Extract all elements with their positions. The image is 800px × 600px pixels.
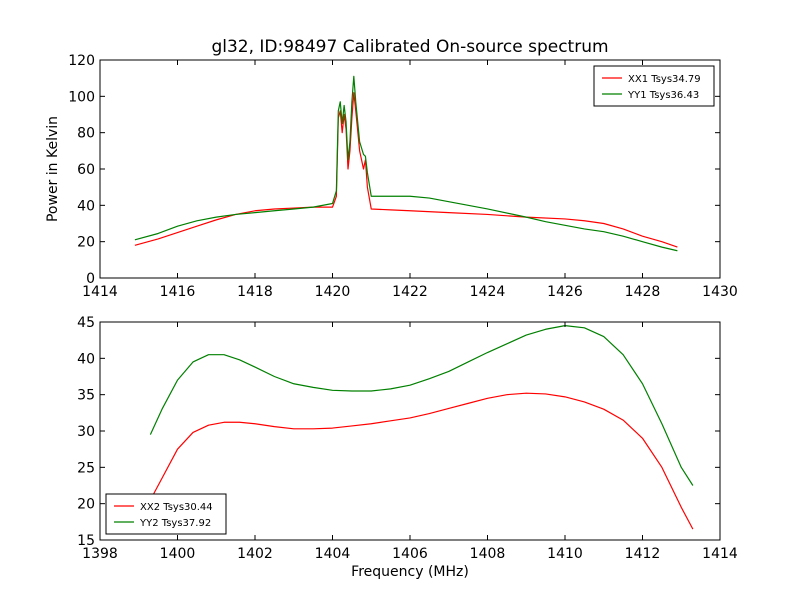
- y-tick-label: 100: [68, 89, 95, 105]
- y-tick-label: 0: [86, 271, 95, 287]
- y-tick-label: 40: [77, 351, 95, 367]
- x-tick-label: 1414: [702, 546, 738, 562]
- y-tick-label: 40: [77, 198, 95, 214]
- series-line-1: [134, 92, 678, 248]
- series-line-2: [149, 325, 694, 486]
- y-tick-label: 45: [77, 315, 95, 331]
- legend-label: XX2 Tsys30.44: [140, 502, 213, 513]
- y-tick-label: 60: [77, 162, 95, 178]
- x-tick-label: 1412: [625, 546, 661, 562]
- x-tick-label: 1418: [237, 284, 273, 300]
- x-tick-label: 1420: [315, 284, 351, 300]
- legend: XX2 Tsys30.44 YY2 Tsys37.92: [105, 493, 227, 535]
- legend-box: [105, 493, 227, 535]
- x-tick-label: 1404: [315, 546, 351, 562]
- x-tick-label: 1414: [82, 284, 118, 300]
- y-tick-label: 20: [77, 497, 95, 513]
- series-line-1: [149, 392, 694, 530]
- x-tick-label: 1408: [470, 546, 506, 562]
- x-tick-label: 1398: [82, 546, 118, 562]
- series-line-2: [134, 75, 678, 252]
- x-tick-label: 1424: [470, 284, 506, 300]
- legend-label: YY1 Tsys36.43: [627, 90, 699, 101]
- x-tick-label: 1410: [547, 546, 583, 562]
- legend-label: XX1 Tsys34.79: [628, 74, 701, 85]
- x-tick-label: 1400: [160, 546, 196, 562]
- chart-title: gl32, ID:98497 Calibrated On-source spec…: [211, 37, 608, 57]
- legend-box: [593, 65, 715, 107]
- y-tick-label: 20: [77, 235, 95, 251]
- x-tick-label: 1406: [392, 546, 428, 562]
- x-tick-label: 1422: [392, 284, 428, 300]
- y-tick-label: 25: [77, 460, 95, 476]
- bottom-subplot: 1398 1400 1402 1404 1406 1408 1410 1412 1414 15 20…: [77, 315, 738, 580]
- y-tick-label: 80: [77, 126, 95, 142]
- x-axis-label: Frequency (MHz): [351, 564, 469, 580]
- x-tick-label: 1402: [237, 546, 273, 562]
- top-subplot: gl32, ID:98497 Calibrated On-source spec…: [45, 37, 738, 300]
- x-tick-label: 1428: [625, 284, 661, 300]
- y-tick-label: 30: [77, 424, 95, 440]
- y-tick-label: 35: [77, 388, 95, 404]
- y-axis-label: Power in Kelvin: [45, 116, 61, 222]
- legend: XX1 Tsys34.79 YY1 Tsys36.43: [593, 65, 715, 107]
- y-tick-label: 120: [68, 53, 95, 69]
- y-tick-label: 15: [77, 533, 95, 549]
- x-tick-label: 1426: [547, 284, 583, 300]
- legend-label: YY2 Tsys37.92: [139, 518, 211, 529]
- x-tick-label: 1430: [702, 284, 738, 300]
- x-tick-label: 1416: [160, 284, 196, 300]
